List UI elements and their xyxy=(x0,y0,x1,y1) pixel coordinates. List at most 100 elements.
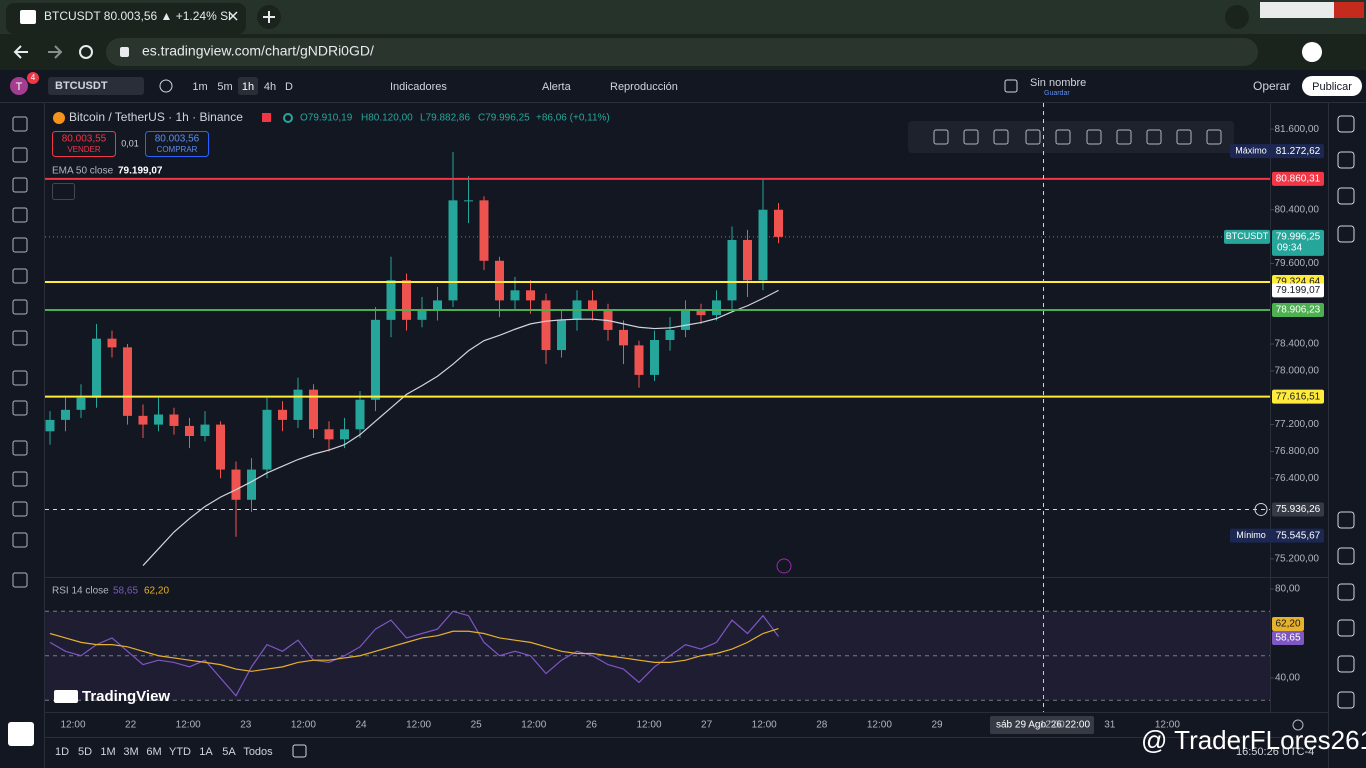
buy-button[interactable] xyxy=(145,131,209,157)
alert-button[interactable]: Alerta xyxy=(542,81,572,93)
ema-price-tag xyxy=(1272,283,1324,298)
interval-button[interactable]: 1h xyxy=(242,81,254,93)
candle-body xyxy=(154,414,163,425)
float-tool[interactable] xyxy=(1116,129,1132,145)
sidebar-button[interactable] xyxy=(1337,619,1355,637)
float-tool[interactable] xyxy=(993,129,1009,145)
sidebar-button[interactable] xyxy=(1337,511,1355,529)
crosshair-add[interactable] xyxy=(1254,502,1268,516)
drawing-toolbar xyxy=(908,121,1234,153)
layout-name[interactable]: Sin nombre xyxy=(1030,77,1086,89)
sidebar-button[interactable] xyxy=(1337,691,1355,709)
top-toolbar xyxy=(0,70,1366,102)
float-tool[interactable] xyxy=(1055,129,1071,145)
drawing-tool[interactable] xyxy=(12,268,28,284)
range-button[interactable]: 1M xyxy=(100,746,115,758)
layout-checkbox[interactable] xyxy=(1004,79,1018,93)
crosshair-price-tag xyxy=(1272,502,1324,517)
tab-search[interactable] xyxy=(1225,5,1249,29)
drawing-tool[interactable] xyxy=(12,471,28,487)
rsi-value-tag xyxy=(1272,617,1304,631)
drawing-tool[interactable] xyxy=(12,116,28,132)
drawing-tool[interactable] xyxy=(12,177,28,193)
range-button[interactable]: 6M xyxy=(146,746,161,758)
drawing-tool[interactable] xyxy=(12,330,28,346)
tab-close[interactable] xyxy=(228,11,238,21)
range-button[interactable]: 1A xyxy=(199,746,213,758)
candle-body xyxy=(712,300,721,316)
buy-price: 80.003,56 xyxy=(155,134,200,145)
replay-button[interactable]: Reproducción xyxy=(610,81,678,93)
event-marker[interactable] xyxy=(776,558,792,574)
url-field[interactable] xyxy=(106,38,1258,66)
time-settings[interactable] xyxy=(1292,719,1304,731)
left-toolbar xyxy=(0,103,44,768)
drawing-tool[interactable] xyxy=(12,370,28,386)
operate-button[interactable]: Operar xyxy=(1253,79,1290,93)
sell-button[interactable] xyxy=(52,131,116,157)
active-tab[interactable] xyxy=(6,3,246,34)
symbol-name[interactable]: BTCUSDT xyxy=(55,80,108,92)
float-tool[interactable] xyxy=(1025,129,1041,145)
range-button[interactable]: YTD xyxy=(169,746,191,758)
drawing-tool[interactable] xyxy=(12,207,28,223)
interval-button[interactable]: D xyxy=(285,81,293,93)
publish-label[interactable]: Publicar xyxy=(1312,81,1352,93)
drawing-tool[interactable] xyxy=(12,440,28,456)
drawing-tool[interactable] xyxy=(12,532,28,548)
sidebar-button[interactable] xyxy=(1337,225,1355,243)
candle-body xyxy=(402,280,411,320)
favorites-button[interactable] xyxy=(8,722,34,746)
sidebar-button[interactable] xyxy=(1337,151,1355,169)
range-button[interactable]: 5D xyxy=(78,746,92,758)
float-tool[interactable] xyxy=(933,129,949,145)
forward-button[interactable] xyxy=(48,45,63,59)
level-price-label: 79.324,64 xyxy=(1276,277,1321,288)
range-button[interactable]: 1D xyxy=(55,746,69,758)
rsi-y-tick-label: 80,00 xyxy=(1275,584,1300,595)
float-tool[interactable] xyxy=(1206,129,1222,145)
float-tool[interactable] xyxy=(1086,129,1102,145)
range-button[interactable]: 3M xyxy=(123,746,138,758)
symbol-search[interactable] xyxy=(48,77,144,95)
drawing-tool[interactable] xyxy=(12,299,28,315)
drawing-tool[interactable] xyxy=(12,572,28,588)
date-range-button[interactable] xyxy=(292,744,307,758)
indicators-button[interactable]: Indicadores xyxy=(390,81,447,93)
drawing-tool[interactable] xyxy=(12,237,28,253)
publish-button[interactable] xyxy=(1302,76,1362,96)
float-tool[interactable] xyxy=(963,129,979,145)
ema-price-label: 79.199,07 xyxy=(1276,285,1321,296)
interval-button[interactable]: 4h xyxy=(264,81,276,93)
level-price-label: 77.616,51 xyxy=(1276,391,1321,402)
candle-body xyxy=(665,329,675,340)
candle-body xyxy=(355,399,365,430)
compare-button[interactable] xyxy=(159,79,173,93)
candle-body xyxy=(278,409,287,420)
window-close[interactable] xyxy=(1334,2,1364,18)
sidebar-button[interactable] xyxy=(1337,655,1355,673)
level-price-tag xyxy=(1272,389,1324,404)
range-button[interactable]: 5A xyxy=(222,746,236,758)
tab-title: BTCUSDT 80.003,56 ▲ +1.24% Si xyxy=(44,9,231,23)
interval-button[interactable]: 5m xyxy=(217,81,232,93)
sidebar-button[interactable] xyxy=(1337,187,1355,205)
rsi-legend-ma: 62,20 xyxy=(144,586,169,597)
avatar[interactable] xyxy=(10,77,28,95)
back-button[interactable] xyxy=(13,45,28,59)
url-text: es.tradingview.com/chart/gNDRi0GD/ xyxy=(142,43,374,59)
drawing-tool[interactable] xyxy=(12,147,28,163)
sidebar-button[interactable] xyxy=(1337,583,1355,601)
drawing-tool[interactable] xyxy=(12,400,28,416)
drawing-tool[interactable] xyxy=(12,501,28,517)
float-tool[interactable] xyxy=(1176,129,1192,145)
sidebar-button[interactable] xyxy=(1337,547,1355,565)
interval-button[interactable]: 1m xyxy=(192,81,207,93)
range-button[interactable]: Todos xyxy=(243,746,273,758)
float-tool[interactable] xyxy=(1146,129,1162,145)
sidebar-button[interactable] xyxy=(1337,115,1355,133)
collapse-legend[interactable] xyxy=(52,183,75,200)
reload-button[interactable] xyxy=(79,45,93,59)
profile-avatar[interactable] xyxy=(1302,42,1322,62)
